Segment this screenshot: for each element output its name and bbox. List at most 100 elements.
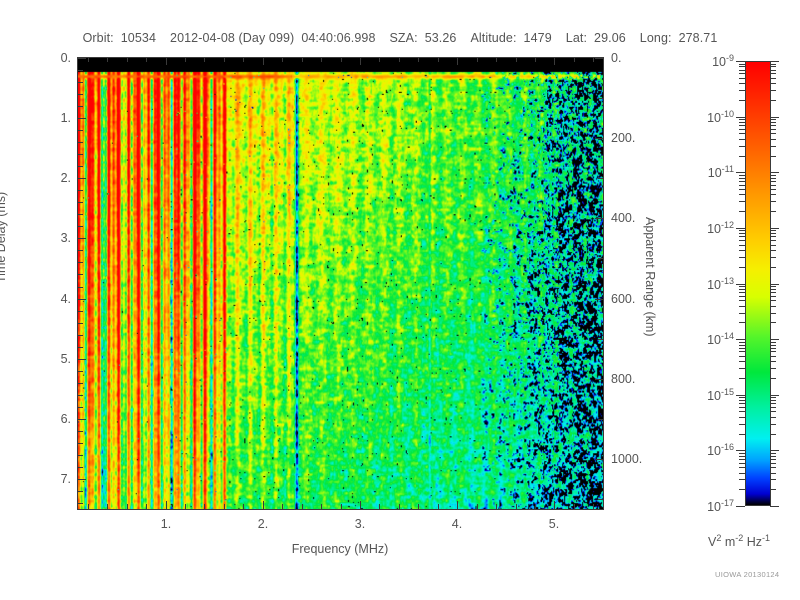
y-tick-label: 1. [60, 111, 71, 125]
y-tick-label: 4. [60, 292, 71, 306]
x-tick-minor [302, 504, 303, 509]
y-tick-minor [78, 407, 83, 408]
y-tick-major [78, 238, 86, 239]
colorbar-tick-minor [739, 133, 745, 134]
x-tick-minor [477, 504, 478, 509]
colorbar-tick-major [770, 506, 779, 507]
y2-tick-major [595, 218, 603, 219]
x-tick-label: 5. [548, 517, 560, 531]
colorbar-tick-label: 10-12 [707, 219, 734, 237]
colorbar-tick-minor [770, 479, 776, 480]
colorbar-tick-minor [739, 245, 745, 246]
x-tick-major [166, 501, 167, 509]
x-tick-major [360, 501, 361, 509]
colorbar-tick-major [736, 450, 745, 451]
y2-tick-label: 600. [611, 292, 636, 306]
colorbar-tick-minor [739, 240, 745, 241]
colorbar-tick-label: 10-13 [707, 275, 734, 293]
y-tick-minor [78, 190, 83, 191]
colorbar-tick-minor [739, 479, 745, 480]
x-tick-minor-top [321, 57, 322, 62]
colorbar-tick-minor [739, 348, 745, 349]
colorbar-tick-minor [739, 70, 745, 71]
colorbar-tick-major [770, 61, 779, 62]
y2-tick-label: 400. [611, 211, 636, 225]
x-tick-major-top [360, 57, 361, 65]
long-label: Long: [639, 31, 672, 45]
colorbar-tick-minor [739, 146, 745, 147]
y-tick-major [78, 58, 86, 59]
x-tick-minor [593, 504, 594, 509]
colorbar-tick-minor [770, 489, 776, 490]
colorbar-tick-minor [739, 139, 745, 140]
colorbar-tick-minor [770, 211, 776, 212]
colorbar-tick-label: 10-11 [707, 163, 734, 181]
colorbar-tick-minor [739, 201, 745, 202]
colorbar-tick-minor [739, 467, 745, 468]
colorbar-tick-minor [770, 467, 776, 468]
colorbar-tick-major [770, 284, 779, 285]
x-tick-minor-top [379, 57, 380, 62]
colorbar-tick-minor [770, 306, 776, 307]
colorbar-tick-minor [739, 292, 745, 293]
colorbar-tick-minor [739, 313, 745, 314]
y-tick-minor [78, 347, 83, 348]
colorbar-tick-minor [739, 296, 745, 297]
colorbar-tick-major [736, 61, 745, 62]
colorbar-tick-major [736, 172, 745, 173]
x-tick-major-top [554, 57, 555, 65]
x-tick-major-top [457, 57, 458, 65]
x-tick-major [554, 501, 555, 509]
y-tick-minor [78, 395, 83, 396]
y-tick-minor [78, 371, 83, 372]
y2-tick-minor [598, 178, 603, 179]
colorbar-tick-minor [739, 250, 745, 251]
y-tick-label: 5. [60, 352, 71, 366]
colorbar-gradient [746, 62, 770, 505]
colorbar-tick-minor [770, 289, 776, 290]
orbit-value: 10534 [120, 31, 157, 45]
x-tick-minor [282, 504, 283, 509]
colorbar-tick-minor [739, 417, 745, 418]
x-tick-minor-top [399, 57, 400, 62]
y2-tick-minor [598, 419, 603, 420]
x-tick-minor-top [185, 57, 186, 62]
colorbar-tick-minor [770, 286, 776, 287]
y-tick-minor [78, 166, 83, 167]
colorbar-tick-minor [770, 90, 776, 91]
y-tick-minor [78, 214, 83, 215]
colorbar-tick-minor [739, 473, 745, 474]
colorbar-tick-minor [770, 459, 776, 460]
colorbar-tick-major [736, 395, 745, 396]
credit-label: UIOWA 20130124 [715, 570, 780, 579]
colorbar-tick-minor [770, 100, 776, 101]
y-tick-label: 6. [60, 412, 71, 426]
colorbar-tick-major [770, 339, 779, 340]
colorbar-tick-minor [739, 125, 745, 126]
y-tick-minor [78, 202, 83, 203]
colorbar-tick-label: 10-17 [707, 497, 734, 515]
x-tick-minor [321, 504, 322, 509]
colorbar-tick-major [770, 395, 779, 396]
y2-tick-label: 800. [611, 372, 636, 386]
colorbar-tick-minor [739, 411, 745, 412]
y-tick-minor [78, 311, 83, 312]
y-tick-minor [78, 250, 83, 251]
x-tick-minor-top [496, 57, 497, 62]
colorbar-tick-major [736, 339, 745, 340]
y2-tick-major [595, 459, 603, 460]
y2-tick-major [595, 299, 603, 300]
colorbar-tick-label: 10-16 [707, 441, 734, 459]
colorbar-tick-minor [739, 361, 745, 362]
colorbar-tick-minor [739, 236, 745, 237]
colorbar-tick-minor [739, 267, 745, 268]
colorbar [745, 61, 771, 506]
y-tick-minor [78, 287, 83, 288]
y-tick-major [78, 118, 86, 119]
y-tick-minor [78, 142, 83, 143]
colorbar-tick-minor [739, 434, 745, 435]
colorbar-tick-minor [739, 306, 745, 307]
x-tick-minor-top [88, 57, 89, 62]
lat-label: Lat: [565, 31, 588, 45]
colorbar-tick-minor [770, 70, 776, 71]
